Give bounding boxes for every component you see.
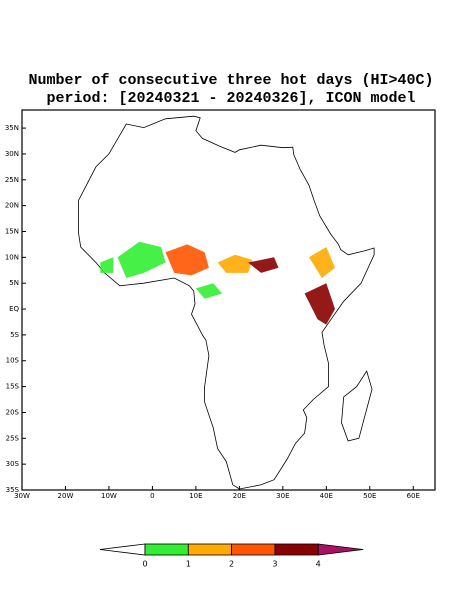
hot-area [165,244,209,276]
y-tick-label: 35N [5,124,19,132]
x-tick-label: 60E [407,492,420,500]
map-subtitle: period: [20240321 - 20240326], ICON mode… [46,90,415,107]
hot-area [308,247,335,278]
y-tick-label: 20S [6,408,20,416]
colorbar-label: 0 [142,560,147,569]
y-tick-label: EQ [9,305,19,313]
y-tick-label: 30N [5,150,19,158]
y-tick-label: 35S [6,486,20,494]
y-tick-label: 15N [5,227,19,235]
colorbar-label: 2 [229,560,234,569]
x-tick-label: 20E [233,492,246,500]
hot-area [248,257,279,273]
colorbar-label: 3 [272,560,277,569]
x-tick-label: 0 [150,492,154,500]
y-tick-label: 5S [10,331,19,339]
map-area [78,115,375,490]
y-tick-label: 10S [6,357,20,365]
land [341,370,373,442]
y-tick-label: 30S [6,460,20,468]
colorbar-end [317,543,364,556]
y-tick-label: 5N [9,279,19,287]
y-tick-label: 25N [5,176,19,184]
colorbar-segment [231,543,276,556]
x-tick-label: 50E [363,492,376,500]
hot-area [100,257,114,273]
colorbar-label: 4 [316,560,321,569]
x-tick-label: 30E [276,492,289,500]
x-tick-label: 20W [58,492,74,500]
colorbar-end [99,543,146,556]
land [78,115,375,490]
hot-area [217,254,253,273]
x-tick-label: 10W [101,492,117,500]
x-tick-label: 30W [14,492,30,500]
x-tick-label: 10E [189,492,202,500]
y-tick-label: 25S [6,434,20,442]
colorbar-segment [187,543,233,556]
hot-area [304,283,335,325]
x-tick-label: 40E [320,492,333,500]
y-tick-label: 10N [5,253,19,261]
colorbar-segment [274,543,319,556]
colorbar-segment [144,543,189,556]
y-tick-label: 15S [6,383,20,391]
hot-area [117,241,166,278]
y-tick-label: 20N [5,202,19,210]
map-title: Number of consecutive three hot days (HI… [28,72,433,89]
map-frame [21,109,436,491]
colorbar-label: 1 [186,560,191,569]
hot-area [195,283,222,299]
